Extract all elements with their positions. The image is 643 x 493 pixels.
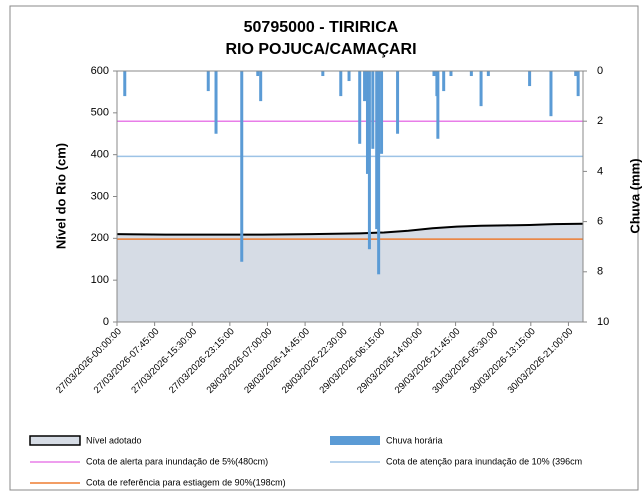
legend-label: Cota de referência para estiagem de 90%(…: [86, 477, 286, 487]
rain-bar: [240, 71, 244, 262]
y-tick-label: 100: [91, 274, 109, 286]
y-tick-label: 500: [91, 107, 109, 119]
rain-bar: [576, 71, 580, 97]
rain-bar: [321, 71, 325, 77]
y2-tick-label: 8: [597, 266, 603, 278]
y-tick-label: 0: [103, 316, 109, 328]
y2-tick-label: 2: [597, 115, 603, 127]
rain-bar: [371, 71, 375, 149]
rain-bar: [528, 71, 532, 87]
rain-bar: [256, 71, 260, 77]
rain-bar: [365, 71, 369, 174]
rain-bar: [347, 71, 351, 82]
y2-tick-label: 6: [597, 216, 603, 228]
y-axis-label: Nível do Rio (cm): [53, 143, 68, 249]
y2-tick-label: 4: [597, 165, 603, 177]
y-tick-label: 600: [91, 65, 109, 77]
rain-bar: [469, 71, 473, 77]
rain-bar: [574, 71, 578, 77]
rain-bar: [396, 71, 400, 134]
y-tick-label: 400: [91, 149, 109, 161]
rain-bar: [380, 71, 384, 154]
legend-label: Cota de atenção para inundação de 10% (3…: [386, 456, 582, 466]
level-area: [117, 223, 583, 322]
y2-tick-label: 0: [597, 65, 603, 77]
chart-title: 50795000 - TIRIRICA: [244, 19, 399, 36]
level-line: [116, 222, 584, 236]
y2-tick-label: 10: [597, 316, 609, 328]
legend-label: Cota de alerta para inundação de 5%(480c…: [86, 456, 268, 466]
y-tick-label: 200: [91, 232, 109, 244]
y-tick-label: 300: [91, 190, 109, 202]
rain-bar: [442, 71, 446, 92]
rain-bar: [377, 71, 381, 275]
rain-bar: [363, 71, 367, 102]
rain-bar: [432, 71, 436, 77]
rain-bar: [259, 71, 263, 102]
rain-bar: [375, 71, 379, 230]
rain-bar: [339, 71, 343, 97]
y2-axis-label: Chuva (mm): [627, 158, 642, 233]
rain-bar: [436, 71, 440, 139]
rain-bar: [486, 71, 490, 77]
rain-bar: [206, 71, 210, 92]
rain-bar: [214, 71, 218, 134]
legend-swatch: [330, 436, 380, 445]
rain-bar: [449, 71, 453, 77]
rain-bar: [367, 71, 371, 250]
rain-bar: [123, 71, 127, 97]
rain-bar: [358, 71, 362, 144]
legend-label: Nível adotado: [86, 435, 142, 445]
rain-bar: [549, 71, 553, 117]
legend-swatch: [29, 435, 81, 446]
rain-bar: [479, 71, 483, 107]
legend-label: Chuva horária: [386, 435, 443, 445]
chart-subtitle: RIO POJUCA/CAMAÇARI: [225, 41, 416, 58]
